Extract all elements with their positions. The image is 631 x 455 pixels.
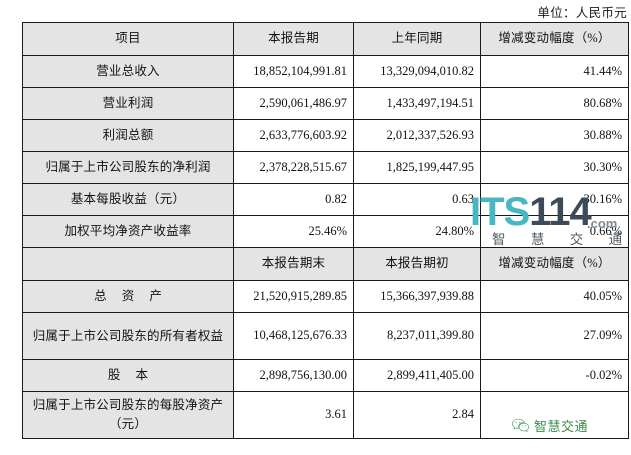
row-value-change — [480, 391, 629, 439]
row-value-change: 30.30% — [480, 151, 629, 184]
row-label: 归属于上市公司股东的每股净资产（元） — [22, 391, 234, 439]
row-label: 营业利润 — [22, 87, 234, 120]
table-row: 归属于上市公司股东的所有者权益 10,468,125,676.33 8,237,… — [22, 312, 629, 360]
table-header-row-balance: 本报告期末 本报告期初 增减变动幅度（%） — [22, 247, 629, 281]
table-row: 归属于上市公司股东的净利润 2,378,228,515.67 1,825,199… — [22, 151, 629, 184]
row-label: 总 资 产 — [22, 280, 234, 313]
row-label: 利润总额 — [22, 119, 234, 152]
row-value-current: 2,633,776,603.92 — [233, 119, 354, 152]
column-header-item-blank — [22, 247, 234, 281]
row-value-previous: 1,825,199,447.95 — [353, 151, 481, 184]
column-header-change-rate: 增减变动幅度（%） — [480, 247, 629, 281]
financial-table-container: 项目 本报告期 上年同期 增减变动幅度（%） 营业总收入 18,852,104,… — [22, 22, 629, 439]
row-label: 营业总收入 — [22, 55, 234, 88]
row-value-previous: 2.84 — [353, 391, 481, 439]
row-label: 股 本 — [22, 359, 234, 392]
row-label: 基本每股收益（元） — [22, 183, 234, 216]
row-value-current: 3.61 — [233, 391, 354, 439]
row-value-current: 10,468,125,676.33 — [233, 312, 354, 360]
column-header-previous-period: 上年同期 — [353, 22, 481, 56]
row-value-change: 27.09% — [480, 312, 629, 360]
table-row: 总 资 产 21,520,915,289.85 15,366,397,939.8… — [22, 280, 629, 313]
row-value-change: 41.44% — [480, 55, 629, 88]
row-value-change: 40.05% — [480, 280, 629, 313]
table-row: 营业总收入 18,852,104,991.81 13,329,094,010.8… — [22, 55, 629, 88]
row-value-change: 30.16% — [480, 183, 629, 216]
unit-caption: 单位：人民币元 — [537, 6, 627, 20]
table-row: 基本每股收益（元） 0.82 0.63 30.16% — [22, 183, 629, 216]
row-value-previous: 2,012,337,526.93 — [353, 119, 481, 152]
table-header-row-period: 项目 本报告期 上年同期 增减变动幅度（%） — [22, 22, 629, 56]
row-value-previous: 2,899,411,405.00 — [353, 359, 481, 392]
row-value-change: 80.68% — [480, 87, 629, 120]
column-header-current-period: 本报告期 — [233, 22, 354, 56]
row-value-current: 2,378,228,515.67 — [233, 151, 354, 184]
table-row: 股 本 2,898,756,130.00 2,899,411,405.00 -0… — [22, 359, 629, 392]
row-value-previous: 15,366,397,939.88 — [353, 280, 481, 313]
row-value-previous: 1,433,497,194.51 — [353, 87, 481, 120]
row-value-current: 2,898,756,130.00 — [233, 359, 354, 392]
row-value-previous: 8,237,011,399.80 — [353, 312, 481, 360]
column-header-period-end: 本报告期末 — [233, 247, 354, 281]
row-value-previous: 0.63 — [353, 183, 481, 216]
table-row: 营业利润 2,590,061,486.97 1,433,497,194.51 8… — [22, 87, 629, 120]
row-label: 归属于上市公司股东的所有者权益 — [22, 312, 234, 360]
row-value-current: 25.46% — [233, 215, 354, 248]
row-value-current: 18,852,104,991.81 — [233, 55, 354, 88]
row-value-current: 2,590,061,486.97 — [233, 87, 354, 120]
row-value-previous: 13,329,094,010.82 — [353, 55, 481, 88]
row-value-previous: 24.80% — [353, 215, 481, 248]
table-row: 利润总额 2,633,776,603.92 2,012,337,526.93 3… — [22, 119, 629, 152]
row-label: 归属于上市公司股东的净利润 — [22, 151, 234, 184]
row-value-change: -0.02% — [480, 359, 629, 392]
row-value-current: 0.82 — [233, 183, 354, 216]
row-value-change: 0.66% — [480, 215, 629, 248]
column-header-change-rate: 增减变动幅度（%） — [480, 22, 629, 56]
table-row: 归属于上市公司股东的每股净资产（元） 3.61 2.84 — [22, 391, 629, 439]
column-header-period-begin: 本报告期初 — [353, 247, 481, 281]
row-value-current: 21,520,915,289.85 — [233, 280, 354, 313]
row-value-change: 30.88% — [480, 119, 629, 152]
table-row: 加权平均净资产收益率 25.46% 24.80% 0.66% — [22, 215, 629, 248]
row-label: 加权平均净资产收益率 — [22, 215, 234, 248]
financial-summary-table: 项目 本报告期 上年同期 增减变动幅度（%） 营业总收入 18,852,104,… — [22, 22, 629, 439]
column-header-item: 项目 — [22, 22, 234, 56]
